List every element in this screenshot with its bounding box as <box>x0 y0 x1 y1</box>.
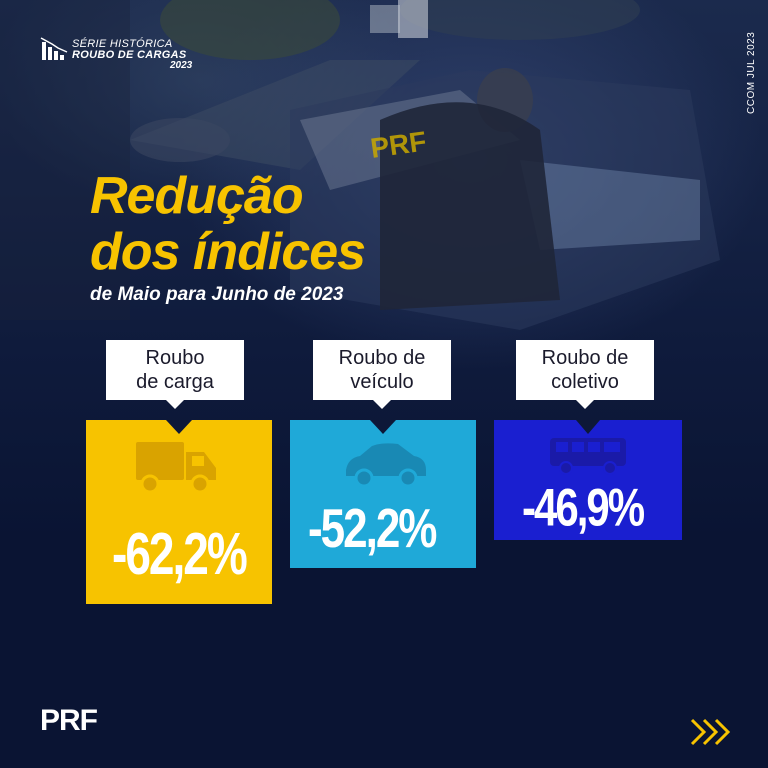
series-title: SÉRIE HISTÓRICA <box>72 38 173 50</box>
card-panel: -62,2% <box>86 420 272 604</box>
card-label: Roubo de coletivo <box>516 340 654 400</box>
card-value: -62,2% <box>112 519 248 587</box>
label-pointer <box>372 399 392 409</box>
card-value: -46,9% <box>522 478 645 537</box>
headline-line1: Redução <box>90 167 304 225</box>
label-pointer <box>165 399 185 409</box>
svg-text:PRF: PRF <box>369 125 429 163</box>
card-label: Roubo de veículo <box>313 340 451 400</box>
bus-icon <box>550 438 626 475</box>
headline: Redução dos índices <box>90 167 366 281</box>
subtitle: de Maio para Junho de 2023 <box>90 284 344 305</box>
side-credit: CCOM JUL 2023 <box>746 31 757 114</box>
headline-line2: dos índices <box>90 223 366 281</box>
card-panel: -52,2% <box>290 420 476 568</box>
card-value: -52,2% <box>308 498 437 560</box>
card-label: Roubo de carga <box>106 340 244 400</box>
chart-down-icon <box>40 37 68 60</box>
card-panel: -46,9% <box>494 420 682 540</box>
chevrons-right-icon[interactable] <box>690 718 734 746</box>
series-subtitle: ROUBO DE CARGAS <box>72 49 187 61</box>
prf-logo: PRF <box>40 704 98 737</box>
truck-icon <box>136 442 216 494</box>
series-year: 2023 <box>170 60 193 71</box>
car-icon <box>346 443 426 488</box>
label-pointer <box>575 399 595 409</box>
